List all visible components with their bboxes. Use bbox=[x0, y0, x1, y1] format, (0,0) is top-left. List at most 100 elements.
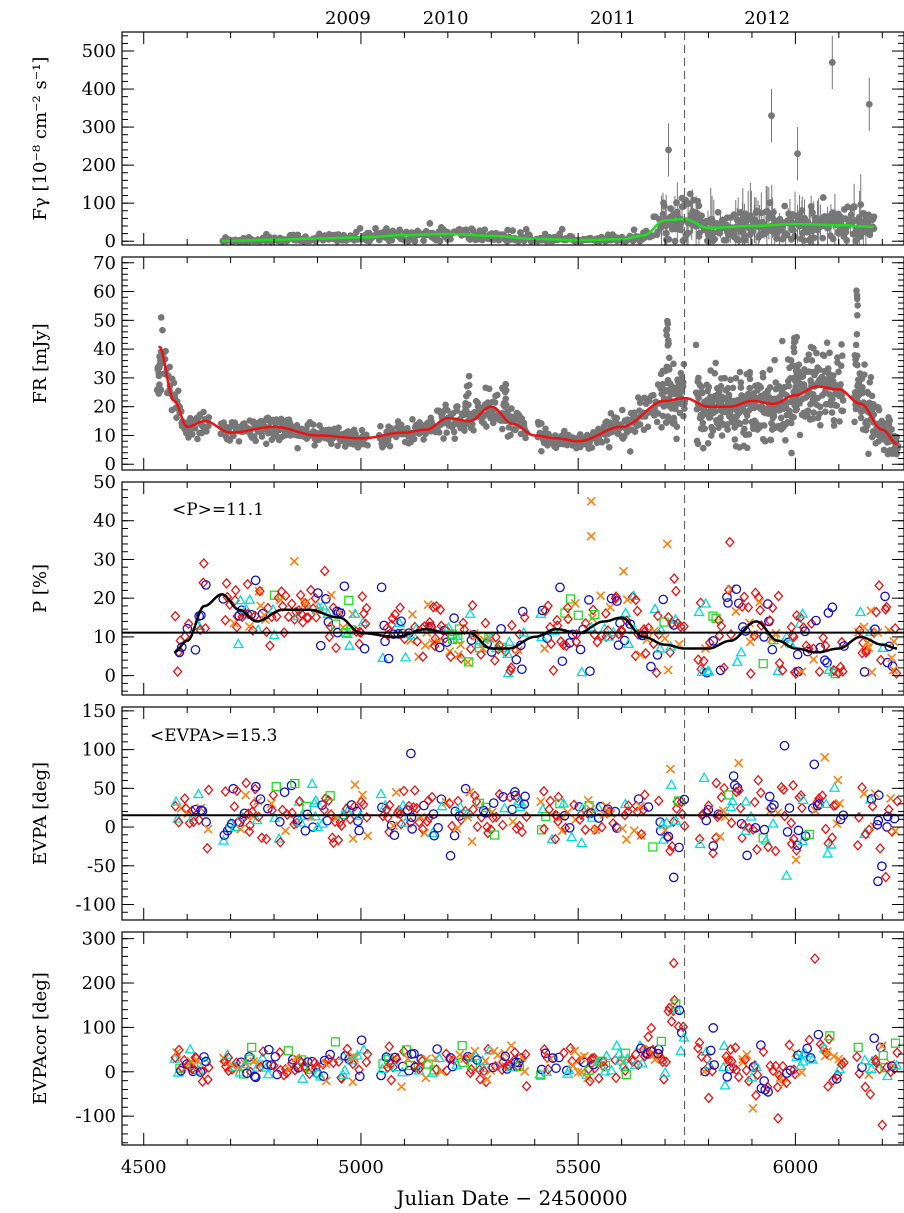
red-diamond-point bbox=[395, 808, 406, 820]
y-tick-label: 100 bbox=[82, 193, 116, 214]
y-axis-label: Fγ [10⁻⁸ cm⁻² s⁻¹] bbox=[30, 57, 51, 221]
optical-point bbox=[701, 425, 708, 433]
orange-x-point bbox=[423, 600, 433, 610]
optical-point bbox=[810, 409, 818, 416]
optical-point bbox=[451, 435, 459, 442]
optical-point bbox=[188, 431, 196, 438]
gamma-point bbox=[810, 234, 818, 242]
red-diamond-point bbox=[444, 798, 455, 810]
cyan-triangle-point bbox=[351, 1049, 364, 1060]
blue-circle-point bbox=[354, 825, 364, 836]
cyan-triangle-point bbox=[464, 607, 476, 618]
y-axis-label: FR [mJy] bbox=[30, 323, 51, 403]
gamma-point bbox=[558, 225, 566, 233]
optical-point bbox=[502, 381, 510, 388]
gamma-point bbox=[865, 100, 873, 108]
red-diamond-point bbox=[336, 820, 347, 832]
red-diamond-point bbox=[797, 802, 807, 814]
optical-point bbox=[491, 399, 499, 406]
blue-circle-point bbox=[750, 822, 761, 833]
year-label: 2011 bbox=[590, 8, 636, 29]
optical-point bbox=[779, 337, 786, 345]
red-diamond-point bbox=[827, 832, 838, 844]
red-diamond-point bbox=[539, 785, 549, 797]
orange-x-point bbox=[586, 496, 596, 506]
red-diamond-point bbox=[676, 796, 687, 808]
optical-point bbox=[770, 412, 778, 420]
optical-point bbox=[717, 414, 724, 422]
red-diamond-point bbox=[349, 800, 360, 812]
cyan-triangle-point bbox=[675, 1044, 687, 1055]
optical-point bbox=[463, 382, 471, 390]
gamma-point bbox=[481, 226, 489, 234]
red-diamond-point bbox=[409, 784, 420, 796]
optical-point bbox=[653, 418, 661, 426]
blue-circle-point bbox=[731, 584, 742, 595]
gamma-point bbox=[695, 202, 703, 210]
optical-point bbox=[489, 419, 497, 427]
red-diamond-point bbox=[386, 1074, 397, 1086]
green-square-point bbox=[590, 609, 600, 620]
blue-circle-point bbox=[633, 794, 644, 804]
orange-x-point bbox=[621, 834, 631, 845]
red-diamond-point bbox=[752, 1069, 763, 1081]
optical-point bbox=[386, 442, 394, 450]
blue-circle-point bbox=[764, 791, 775, 802]
red-diamond-point bbox=[261, 833, 272, 845]
year-label: 2012 bbox=[744, 8, 790, 29]
optical-point bbox=[603, 437, 611, 444]
red-diamond-point bbox=[184, 817, 195, 829]
orange-x-point bbox=[326, 590, 336, 600]
y-tick-label: 40 bbox=[93, 339, 116, 360]
red-diamond-point bbox=[668, 957, 679, 969]
orange-x-point bbox=[455, 640, 466, 650]
optical-point bbox=[854, 311, 861, 319]
cyan-triangle-point bbox=[822, 847, 834, 858]
green-square-point bbox=[758, 658, 768, 669]
gamma-point bbox=[695, 232, 703, 240]
red-diamond-point bbox=[890, 623, 901, 634]
green-square-point bbox=[481, 802, 491, 812]
red-diamond-point bbox=[179, 1054, 190, 1066]
y-tick-label: 400 bbox=[82, 79, 116, 100]
optical-point bbox=[712, 359, 719, 367]
y-tick-label: 50 bbox=[93, 310, 116, 331]
blue-circle-point bbox=[873, 815, 884, 826]
red-diamond-point bbox=[310, 592, 321, 604]
blue-circle-point bbox=[585, 666, 595, 677]
optical-point bbox=[727, 376, 734, 384]
orange-x-point bbox=[832, 819, 842, 829]
blue-circle-point bbox=[537, 605, 548, 616]
red-diamond-point bbox=[821, 1047, 832, 1059]
orange-x-point bbox=[480, 1056, 490, 1066]
cyan-triangle-point bbox=[703, 665, 715, 676]
green-square-point bbox=[423, 1059, 433, 1069]
cyan-triangle-point bbox=[629, 1058, 641, 1069]
optical-point bbox=[732, 374, 740, 382]
gamma-point bbox=[716, 229, 724, 237]
cyan-triangle-point bbox=[659, 1066, 671, 1077]
optical-point bbox=[469, 420, 476, 428]
optical-point bbox=[155, 372, 163, 380]
cyan-triangle-point bbox=[563, 1064, 575, 1075]
green-square-point bbox=[890, 1038, 901, 1048]
optical-point bbox=[170, 379, 178, 387]
red-diamond-point bbox=[646, 1022, 657, 1034]
orange-x-point bbox=[887, 653, 897, 663]
green-square-point bbox=[878, 1050, 888, 1061]
panel-frame bbox=[121, 31, 904, 246]
red-diamond-point bbox=[489, 654, 500, 666]
red-diamond-point bbox=[818, 632, 829, 644]
plot-area bbox=[219, 35, 878, 245]
red-diamond-point bbox=[773, 1112, 783, 1124]
optical-point bbox=[200, 408, 207, 416]
red-diamond-point bbox=[414, 816, 424, 828]
gamma-point bbox=[383, 225, 390, 232]
optical-point bbox=[440, 435, 447, 442]
orange-x-point bbox=[348, 833, 358, 844]
red-diamond-point bbox=[254, 585, 265, 597]
optical-point bbox=[409, 415, 416, 423]
blue-circle-point bbox=[769, 800, 779, 810]
optical-point bbox=[634, 394, 642, 401]
green-square-point bbox=[573, 610, 583, 620]
